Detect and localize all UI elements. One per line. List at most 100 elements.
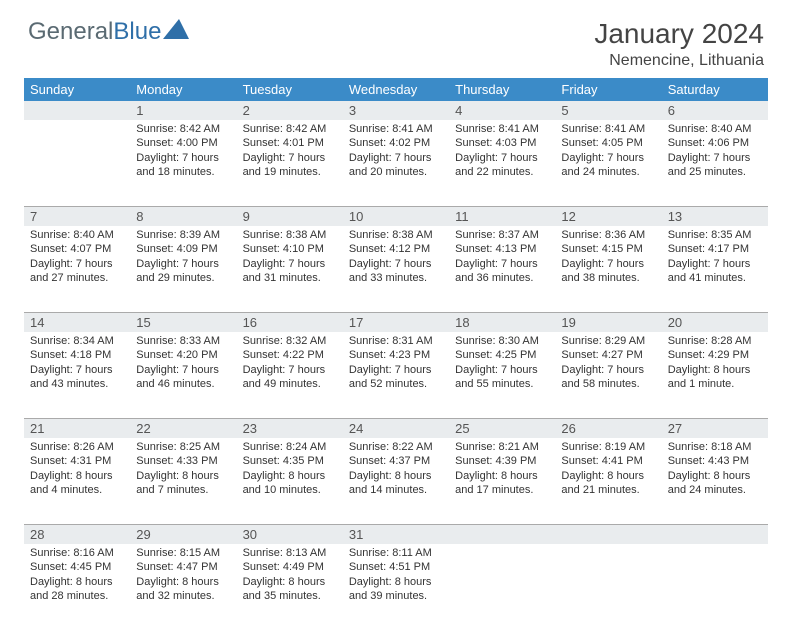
day1-text: Daylight: 7 hours [561, 257, 655, 271]
day2-text: and 52 minutes. [349, 377, 443, 391]
weekday-header: Tuesday [237, 78, 343, 101]
day-cell: Sunrise: 8:38 AMSunset: 4:12 PMDaylight:… [343, 226, 449, 312]
day-number: 10 [343, 207, 449, 226]
sunrise-text: Sunrise: 8:42 AM [136, 122, 230, 136]
day1-text: Daylight: 7 hours [455, 257, 549, 271]
day-number: 1 [130, 101, 236, 120]
day1-text: Daylight: 8 hours [136, 469, 230, 483]
day2-text: and 18 minutes. [136, 165, 230, 179]
sunset-text: Sunset: 4:49 PM [243, 560, 337, 574]
sunset-text: Sunset: 4:33 PM [136, 454, 230, 468]
sunset-text: Sunset: 4:07 PM [30, 242, 124, 256]
sunset-text: Sunset: 4:00 PM [136, 136, 230, 150]
day-number: 7 [24, 207, 130, 226]
day-cell: Sunrise: 8:35 AMSunset: 4:17 PMDaylight:… [662, 226, 768, 312]
day1-text: Daylight: 8 hours [349, 469, 443, 483]
day-number: 31 [343, 525, 449, 544]
day-cell: Sunrise: 8:29 AMSunset: 4:27 PMDaylight:… [555, 332, 661, 418]
sunset-text: Sunset: 4:35 PM [243, 454, 337, 468]
day1-text: Daylight: 7 hours [455, 151, 549, 165]
day2-text: and 17 minutes. [455, 483, 549, 497]
day1-text: Daylight: 7 hours [349, 151, 443, 165]
sunset-text: Sunset: 4:18 PM [30, 348, 124, 362]
sunset-text: Sunset: 4:31 PM [30, 454, 124, 468]
day2-text: and 28 minutes. [30, 589, 124, 603]
day2-text: and 27 minutes. [30, 271, 124, 285]
sunrise-text: Sunrise: 8:30 AM [455, 334, 549, 348]
sunrise-text: Sunrise: 8:21 AM [455, 440, 549, 454]
day-number: 27 [662, 419, 768, 438]
sunset-text: Sunset: 4:37 PM [349, 454, 443, 468]
day-number: 30 [237, 525, 343, 544]
day2-text: and 21 minutes. [561, 483, 655, 497]
sunrise-text: Sunrise: 8:13 AM [243, 546, 337, 560]
day-number: 19 [555, 313, 661, 332]
day2-text: and 19 minutes. [243, 165, 337, 179]
day2-text: and 7 minutes. [136, 483, 230, 497]
week-row: Sunrise: 8:42 AMSunset: 4:00 PM Daylight:… [24, 120, 768, 207]
sail-icon [163, 18, 189, 46]
day2-text: and 22 minutes. [455, 165, 549, 179]
day-number: 23 [237, 419, 343, 438]
weeks-container: 123456Sunrise: 8:42 AMSunset: 4:00 PMDay… [24, 101, 768, 630]
day-number: 12 [555, 207, 661, 226]
day1-text: Daylight: 8 hours [349, 575, 443, 589]
day-number: 24 [343, 419, 449, 438]
day-cell: Sunrise: 8:24 AMSunset: 4:35 PMDaylight:… [237, 438, 343, 524]
day-cell: Sunrise: 8:18 AMSunset: 4:43 PMDaylight:… [662, 438, 768, 524]
day-number [555, 525, 661, 544]
day-number [449, 525, 555, 544]
day-number: 21 [24, 419, 130, 438]
sunrise-text: Sunrise: 8:24 AM [243, 440, 337, 454]
sunset-text: Sunset: 4:25 PM [455, 348, 549, 362]
day1-text: Daylight: 7 hours [136, 363, 230, 377]
day-cell [449, 544, 555, 630]
sunrise-text: Sunrise: 8:32 AM [243, 334, 337, 348]
sunset-text: Sunset: 4:27 PM [561, 348, 655, 362]
day-cell: Sunrise: 8:41 AMSunset: 4:03 PMDaylight:… [449, 120, 555, 206]
day2-text: and 38 minutes. [561, 271, 655, 285]
day-cell [555, 544, 661, 630]
day-number: 15 [130, 313, 236, 332]
day-number: 29 [130, 525, 236, 544]
day-number: 25 [449, 419, 555, 438]
day1-text: Daylight: 8 hours [668, 469, 762, 483]
day1-text: Daylight: 7 hours [136, 257, 230, 271]
day-cell [662, 544, 768, 630]
day-cell: Sunrise: 8:21 AMSunset: 4:39 PMDaylight:… [449, 438, 555, 524]
day1-text: Daylight: 7 hours [243, 257, 337, 271]
day2-text: and 32 minutes. [136, 589, 230, 603]
day-cell: Sunrise: 8:19 AMSunset: 4:41 PMDaylight:… [555, 438, 661, 524]
day-cell: Sunrise: 8:13 AMSunset: 4:49 PMDaylight:… [237, 544, 343, 630]
day-number: 11 [449, 207, 555, 226]
sunset-text: Sunset: 4:29 PM [668, 348, 762, 362]
day-number: 22 [130, 419, 236, 438]
sunrise-text: Sunrise: 8:38 AM [349, 228, 443, 242]
day-number: 13 [662, 207, 768, 226]
day2-text: and 24 minutes. [668, 483, 762, 497]
sunset-text: Sunset: 4:45 PM [30, 560, 124, 574]
day1-text: Daylight: 7 hours [349, 257, 443, 271]
day-cell: Sunrise: 8:42 AMSunset: 4:00 PMDaylight:… [130, 120, 236, 206]
sunrise-text: Sunrise: 8:28 AM [668, 334, 762, 348]
day1-text: Daylight: 7 hours [561, 151, 655, 165]
day2-text: and 35 minutes. [243, 589, 337, 603]
sunset-text: Sunset: 4:41 PM [561, 454, 655, 468]
day-cell: Sunrise: 8:40 AMSunset: 4:07 PMDaylight:… [24, 226, 130, 312]
day1-text: Daylight: 8 hours [136, 575, 230, 589]
sunset-text: Sunset: 4:47 PM [136, 560, 230, 574]
sunrise-text: Sunrise: 8:36 AM [561, 228, 655, 242]
day-number [24, 101, 130, 120]
sunset-text: Sunset: 4:13 PM [455, 242, 549, 256]
sunset-text: Sunset: 4:02 PM [349, 136, 443, 150]
day-cell: Sunrise: 8:30 AMSunset: 4:25 PMDaylight:… [449, 332, 555, 418]
day2-text: and 49 minutes. [243, 377, 337, 391]
day-number: 16 [237, 313, 343, 332]
day2-text: and 10 minutes. [243, 483, 337, 497]
day1-text: Daylight: 8 hours [668, 363, 762, 377]
day-cell: Sunrise: 8:28 AMSunset: 4:29 PMDaylight:… [662, 332, 768, 418]
weekday-header: Monday [130, 78, 236, 101]
sunset-text: Sunset: 4:20 PM [136, 348, 230, 362]
sunset-text: Sunset: 4:03 PM [455, 136, 549, 150]
weekday-header: Wednesday [343, 78, 449, 101]
